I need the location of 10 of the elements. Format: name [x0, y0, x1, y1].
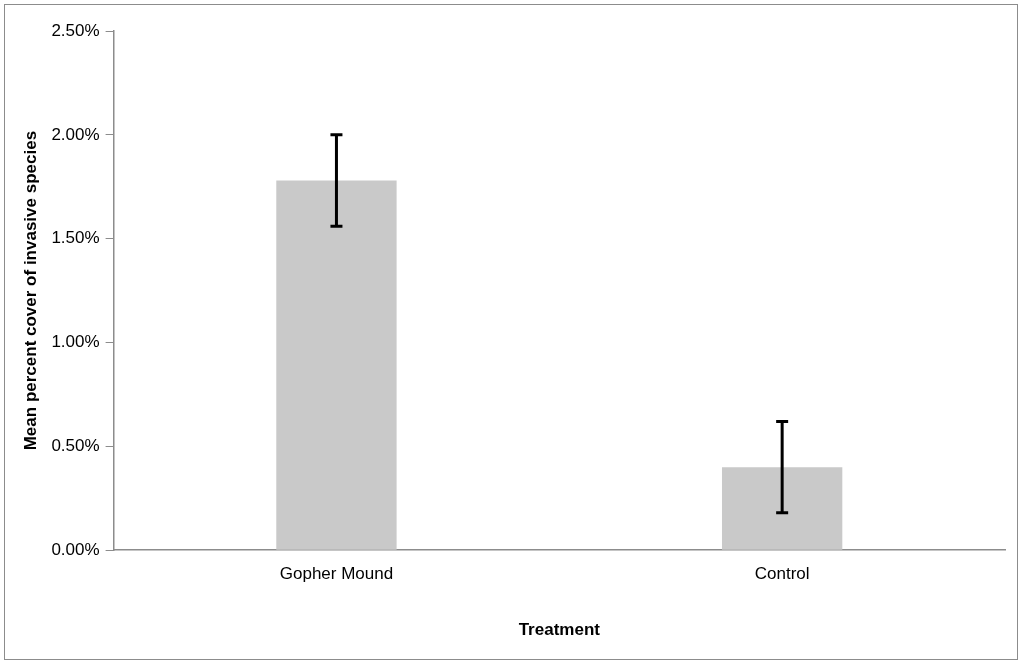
y-tick-label: 1.00% [51, 332, 100, 352]
x-axis-title: Treatment [518, 620, 601, 640]
x-tick-label: Gopher Mound [279, 564, 394, 584]
y-tick-label: 2.00% [51, 124, 100, 144]
y-tick-label: 2.50% [51, 20, 100, 40]
y-axis-title: Mean percent cover of invasive species [20, 130, 40, 451]
y-tick-label: 0.50% [51, 436, 100, 456]
x-tick-label: Control [754, 564, 810, 584]
y-tick-label: 0.00% [51, 539, 100, 559]
y-tick-label: 1.50% [51, 228, 100, 248]
